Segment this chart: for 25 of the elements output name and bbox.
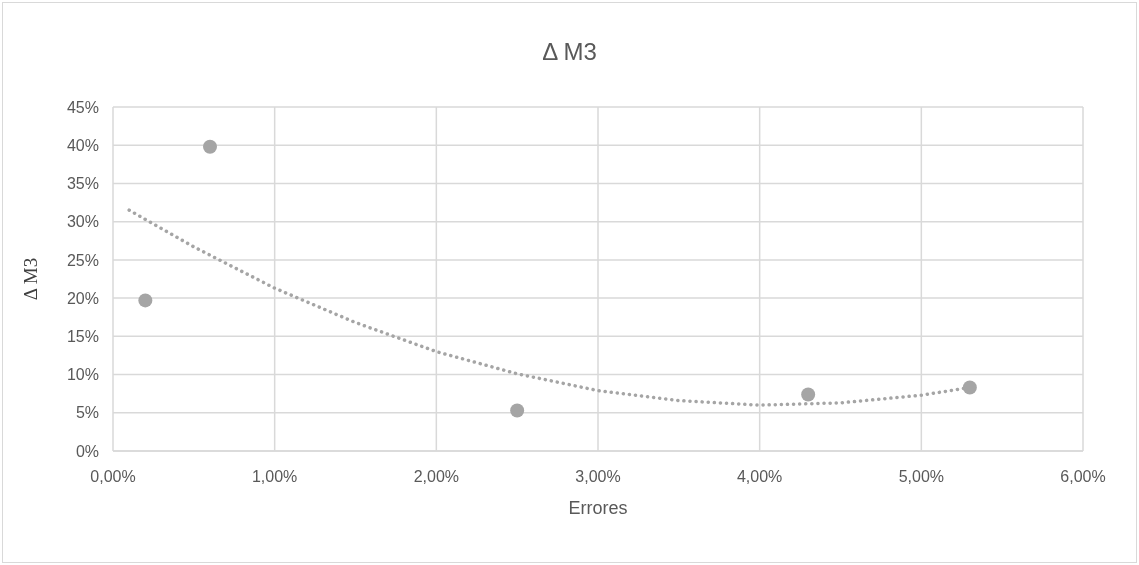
y-tick-label: 5% <box>75 404 99 422</box>
point <box>510 403 525 418</box>
chart-title: Δ M3 <box>541 38 598 66</box>
y-tick-label: 25% <box>66 251 99 269</box>
x-tick-label: 1,00% <box>251 468 298 486</box>
x-tick-label: 0,00% <box>90 468 136 486</box>
x-tick-label: 5,00% <box>898 468 945 486</box>
y-tick-label: 35% <box>66 175 99 193</box>
x-axis-title: Errores <box>568 497 628 518</box>
point <box>962 380 977 395</box>
x-tick-label: 3,00% <box>575 468 621 486</box>
x-tick-label: 6,00% <box>1060 468 1106 486</box>
point <box>203 139 217 154</box>
point <box>801 387 816 402</box>
x-tick-label: 4,00% <box>736 468 783 486</box>
y-tick-label: 45% <box>66 98 99 116</box>
y-tick-label: 15% <box>66 328 99 346</box>
y-tick-label: 0% <box>75 442 99 460</box>
point <box>138 293 153 308</box>
y-tick-label: 10% <box>66 366 99 384</box>
y-tick-label: 30% <box>66 213 99 231</box>
y-axis-title: Δ M3 <box>19 257 41 301</box>
y-tick-label: 20% <box>66 289 99 307</box>
x-tick-label: 2,00% <box>413 468 460 486</box>
y-tick-label: 40% <box>66 136 99 154</box>
